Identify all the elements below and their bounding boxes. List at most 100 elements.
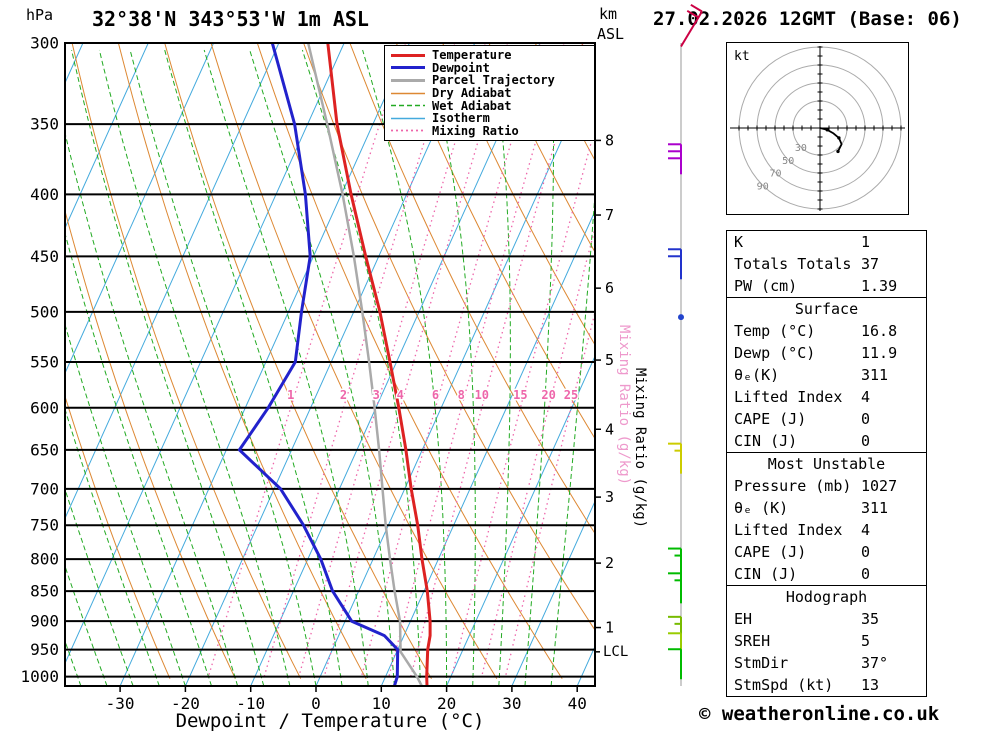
legend-label: Dry Adiabat bbox=[432, 86, 512, 101]
legend-item: Dry Adiabat bbox=[391, 87, 594, 100]
stat-label: Totals Totals bbox=[734, 255, 852, 273]
legend-item: Parcel Trajectory bbox=[391, 74, 594, 87]
mixing-ratio-axis-label: Mixing Ratio (g/kg) Mixing Ratio (g/kg) bbox=[616, 325, 648, 528]
svg-text:300: 300 bbox=[30, 34, 59, 53]
station-title: 32°38'N 343°53'W 1m ASL bbox=[92, 7, 369, 31]
stats-section-header: Most Unstable bbox=[767, 455, 886, 473]
stat-label: Lifted Index bbox=[734, 521, 843, 539]
svg-text:950: 950 bbox=[30, 640, 59, 659]
stat-value: 1 bbox=[861, 233, 871, 251]
altitude-axis-unit-asl: ASL bbox=[597, 25, 625, 43]
stat-value: 0 bbox=[861, 543, 871, 561]
stat-value: 37° bbox=[861, 654, 889, 672]
chart-legend: Temperature Dewpoint Parcel Trajectory Dry … bbox=[384, 45, 595, 142]
svg-text:750: 750 bbox=[30, 516, 59, 535]
legend-line-sample bbox=[391, 66, 425, 70]
legend-line-sample bbox=[391, 117, 425, 120]
stat-value: 4 bbox=[861, 521, 871, 539]
stat-row: EH 35 bbox=[727, 608, 926, 630]
stat-label: PW (cm) bbox=[734, 277, 798, 295]
svg-text:40: 40 bbox=[568, 694, 587, 713]
run-datetime: 27.02.2026 12GMT (Base: 06) bbox=[653, 8, 962, 30]
svg-text:-10: -10 bbox=[236, 694, 265, 713]
profiles bbox=[237, 43, 432, 686]
stat-row: Pressure (mb) 1027 bbox=[727, 475, 926, 497]
svg-text:-30: -30 bbox=[106, 694, 135, 713]
svg-text:6: 6 bbox=[432, 388, 439, 402]
stat-label: SREH bbox=[734, 632, 771, 650]
stat-label: θₑ(K) bbox=[734, 366, 780, 384]
svg-text:4: 4 bbox=[605, 420, 614, 438]
svg-text:30: 30 bbox=[502, 694, 521, 713]
stats-section: Most Unstable Pressure (mb) 1027 θₑ (K) 311 L… bbox=[726, 452, 927, 586]
stat-value: 311 bbox=[861, 499, 889, 517]
svg-text:25: 25 bbox=[564, 388, 578, 402]
parcel-trajectory-curve bbox=[306, 43, 424, 686]
stat-label: CAPE (J) bbox=[734, 543, 807, 561]
copyright: © weatheronline.co.uk bbox=[699, 703, 940, 725]
stat-value: 4 bbox=[861, 388, 871, 406]
stat-row: Temp (°C) 16.8 bbox=[727, 320, 926, 342]
legend-label: Wet Adiabat bbox=[432, 98, 512, 113]
stat-value: 0 bbox=[861, 565, 871, 583]
legend-line-sample bbox=[391, 129, 425, 132]
stat-value: 1.39 bbox=[861, 277, 898, 295]
hodograph-unit-label: kt bbox=[734, 49, 750, 64]
stat-label: Temp (°C) bbox=[734, 322, 816, 340]
legend-label: Temperature bbox=[432, 48, 512, 63]
svg-text:4: 4 bbox=[397, 388, 404, 402]
svg-text:350: 350 bbox=[30, 115, 59, 134]
stat-row: StmDir 37° bbox=[727, 652, 926, 674]
legend-line-sample bbox=[391, 53, 425, 57]
svg-text:400: 400 bbox=[30, 185, 59, 204]
stats-section: Hodograph EH 35 SREH 5 StmDir 37° StmSpd (kt) 13 bbox=[726, 585, 927, 697]
stat-value: 311 bbox=[861, 366, 889, 384]
stat-label: Dewp (°C) bbox=[734, 344, 816, 362]
mixing-ratio-labels: 1 2 3 4 6 8 10 15 20 25 bbox=[286, 386, 580, 403]
stats-table: K 1 Totals Totals 37 PW (cm) 1.39 Surface Temp … bbox=[726, 230, 927, 697]
svg-text:50: 50 bbox=[782, 156, 794, 167]
svg-text:Mixing Ratio (g/kg): Mixing Ratio (g/kg) bbox=[616, 325, 632, 485]
svg-text:850: 850 bbox=[30, 582, 59, 601]
svg-text:0: 0 bbox=[311, 694, 321, 713]
stat-label: CIN (J) bbox=[734, 432, 798, 450]
svg-text:3: 3 bbox=[605, 488, 614, 506]
legend-line-sample bbox=[391, 78, 425, 82]
stat-value: 13 bbox=[861, 676, 880, 694]
stat-label: Pressure (mb) bbox=[734, 477, 852, 495]
svg-text:8: 8 bbox=[458, 388, 465, 402]
svg-text:1000: 1000 bbox=[20, 667, 59, 686]
svg-text:20: 20 bbox=[541, 388, 555, 402]
stat-value: 35 bbox=[861, 610, 880, 628]
stat-value: 11.9 bbox=[861, 344, 898, 362]
temperature-curve bbox=[326, 43, 432, 686]
stats-section-header: Hodograph bbox=[785, 588, 868, 606]
stat-row: CIN (J) 0 bbox=[727, 430, 926, 452]
svg-text:LCL: LCL bbox=[603, 644, 628, 660]
hodograph-trace bbox=[819, 127, 843, 154]
stat-label: K bbox=[734, 233, 744, 251]
altitude-axis-unit-km: km bbox=[599, 5, 618, 23]
stat-row: PW (cm) 1.39 bbox=[727, 275, 926, 297]
legend-label: Mixing Ratio bbox=[432, 123, 519, 138]
stats-section: Surface Temp (°C) 16.8 Dewp (°C) 11.9 θₑ(K) 31… bbox=[726, 297, 927, 453]
dry-adiabat-lines bbox=[65, 43, 595, 679]
svg-text:8: 8 bbox=[605, 131, 614, 149]
svg-text:15: 15 bbox=[513, 388, 527, 402]
svg-text:7: 7 bbox=[605, 206, 614, 224]
legend-item: Wet Adiabat bbox=[391, 99, 594, 112]
svg-text:2: 2 bbox=[605, 554, 614, 572]
svg-text:800: 800 bbox=[30, 550, 59, 569]
svg-text:500: 500 bbox=[30, 302, 59, 321]
svg-text:650: 650 bbox=[30, 440, 59, 459]
temperature-axis: -30 -20 -10 0 10 20 30 40 Dewpoint / Temperature… bbox=[106, 686, 587, 732]
stat-row: θₑ (K) 311 bbox=[727, 497, 926, 519]
pressure-lines bbox=[65, 42, 595, 678]
stat-row: Totals Totals 37 bbox=[727, 253, 926, 275]
svg-text:900: 900 bbox=[30, 612, 59, 631]
svg-text:600: 600 bbox=[30, 398, 59, 417]
svg-text:5: 5 bbox=[605, 351, 614, 369]
